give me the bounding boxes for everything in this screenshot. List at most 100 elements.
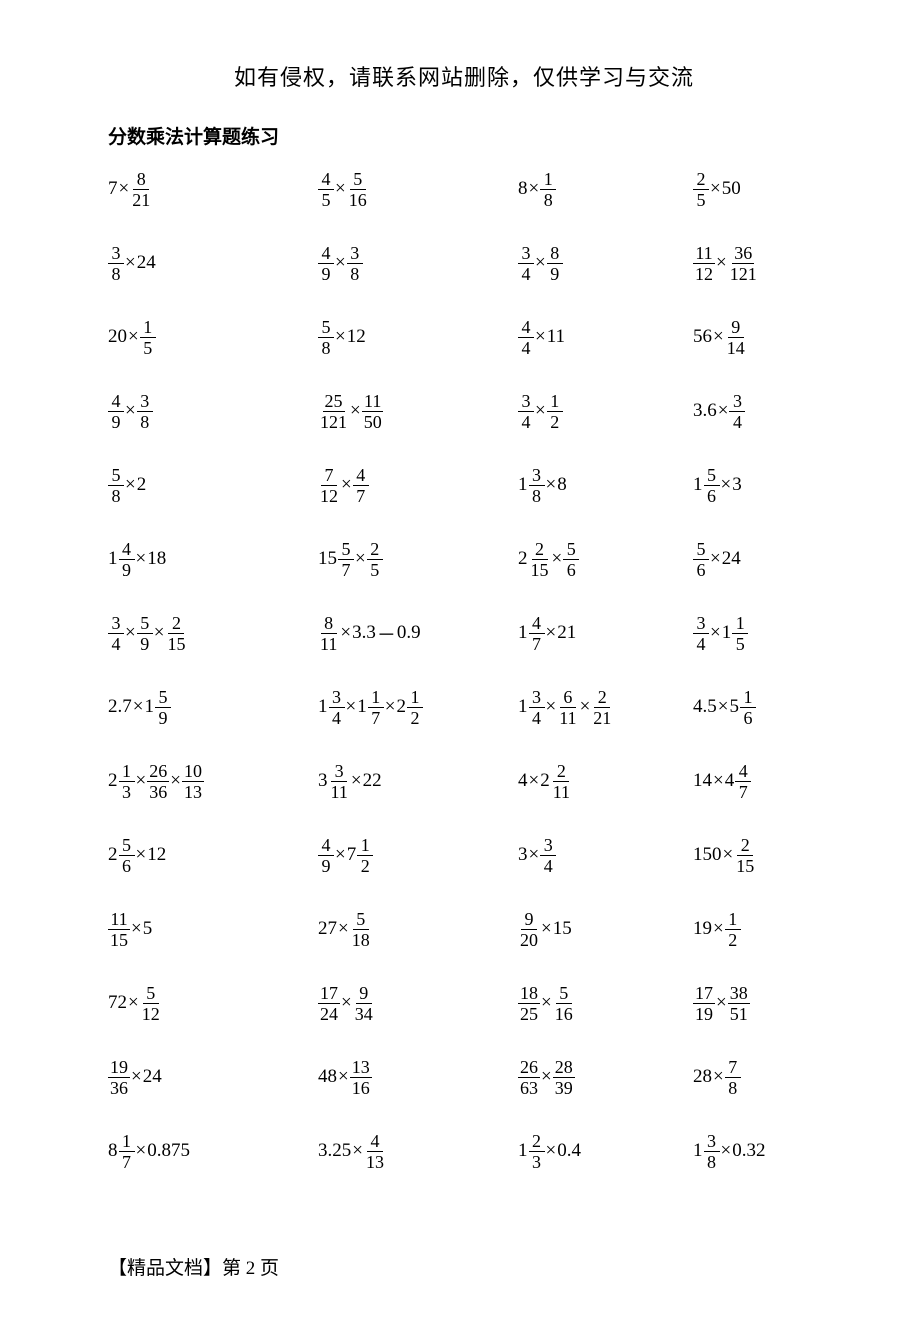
problem-cell: 147×21 xyxy=(508,611,693,655)
expression: 1724×934 xyxy=(318,984,375,1023)
problem-cell: 45×516 xyxy=(308,167,508,211)
expression: 19×12 xyxy=(693,910,741,949)
problem-cell: 2663×2839 xyxy=(508,1055,693,1099)
problem-grid: 7×821 45×516 8×18 25×50 38×24 49×38 34×89 1112×… xyxy=(108,167,820,1173)
problem-cell: 134×611×221 xyxy=(508,685,693,729)
problem-cell: 920×15 xyxy=(508,907,693,951)
problem-cell: 2.7×159 xyxy=(108,685,308,729)
header-note: 如有侵权，请联系网站删除，仅供学习与交流 xyxy=(108,60,820,92)
expression: 14×447 xyxy=(693,762,751,801)
problem-cell: 811×3.3－0.9 xyxy=(308,611,508,655)
problem-cell: 56×24 xyxy=(693,537,818,581)
expression: 25121×1150 xyxy=(318,392,384,431)
problem-cell: 58×12 xyxy=(308,315,508,359)
problem-cell: 1724×934 xyxy=(308,981,508,1025)
expression: 49×38 xyxy=(108,392,153,431)
problem-cell: 138×8 xyxy=(508,463,693,507)
problem-cell: 3.6×34 xyxy=(693,389,818,433)
expression: 25×50 xyxy=(693,170,741,209)
expression: 34×115 xyxy=(693,614,748,653)
problem-cell: 1825×516 xyxy=(508,981,693,1025)
expression: 3.25×413 xyxy=(318,1132,386,1171)
expression: 28×78 xyxy=(693,1058,741,1097)
problem-cell: 7×821 xyxy=(108,167,308,211)
expression: 27×518 xyxy=(318,910,372,949)
problem-cell: 38×24 xyxy=(108,241,308,285)
problem-cell: 1557×25 xyxy=(308,537,508,581)
expression: 4.5×516 xyxy=(693,688,756,727)
problem-cell: 44×11 xyxy=(508,315,693,359)
problem-cell: 49×38 xyxy=(308,241,508,285)
expression: 134×611×221 xyxy=(518,688,613,727)
problem-cell: 48×1316 xyxy=(308,1055,508,1099)
expression: 2663×2839 xyxy=(518,1058,575,1097)
problem-cell: 34×59×215 xyxy=(108,611,308,655)
problem-cell: 3×34 xyxy=(508,833,693,877)
page: 如有侵权，请联系网站删除，仅供学习与交流 分数乘法计算题练习 7×821 45×5… xyxy=(0,0,920,1320)
problem-cell: 3311×22 xyxy=(308,759,508,803)
problem-cell: 123× 0.4 xyxy=(508,1129,693,1173)
expression: 8×18 xyxy=(518,170,556,209)
expression: 123× 0.4 xyxy=(518,1132,581,1171)
problem-cell: 256×12 xyxy=(108,833,308,877)
expression: 20×15 xyxy=(108,318,156,357)
problem-cell: 49×38 xyxy=(108,389,308,433)
problem-cell: 8×18 xyxy=(508,167,693,211)
expression: 712×47 xyxy=(318,466,369,505)
expression: 34×89 xyxy=(518,244,563,283)
problem-cell: 34×89 xyxy=(508,241,693,285)
expression: 38×24 xyxy=(108,244,156,283)
problem-cell: 149×18 xyxy=(108,537,308,581)
expression: 49×712 xyxy=(318,836,373,875)
worksheet-title: 分数乘法计算题练习 xyxy=(108,122,820,149)
expression: 72×512 xyxy=(108,984,162,1023)
expression: 149×18 xyxy=(108,540,166,579)
problem-cell: 20×15 xyxy=(108,315,308,359)
expression: 817×0.875 xyxy=(108,1132,190,1171)
expression: 138×8 xyxy=(518,466,567,505)
problem-cell: 34×115 xyxy=(693,611,818,655)
expression: 2215×56 xyxy=(518,540,579,579)
problem-cell: 150×215 xyxy=(693,833,818,877)
expression: 920×15 xyxy=(518,910,572,949)
expression: 1936×24 xyxy=(108,1058,162,1097)
problem-cell: 25×50 xyxy=(693,167,818,211)
expression: 34×12 xyxy=(518,392,563,431)
problem-cell: 14×447 xyxy=(693,759,818,803)
problem-cell: 817×0.875 xyxy=(108,1129,308,1173)
expression: 150×215 xyxy=(693,836,756,875)
expression: 1825×516 xyxy=(518,984,575,1023)
expression: 56×914 xyxy=(693,318,747,357)
expression: 48×1316 xyxy=(318,1058,372,1097)
expression: 56×24 xyxy=(693,540,741,579)
problem-cell: 4×2211 xyxy=(508,759,693,803)
expression: 34×59×215 xyxy=(108,614,187,653)
problem-cell: 3.25×413 xyxy=(308,1129,508,1173)
expression: 1557×25 xyxy=(318,540,383,579)
expression: 1115×5 xyxy=(108,910,152,949)
expression: 4×2211 xyxy=(518,762,572,801)
problem-cell: 28×78 xyxy=(693,1055,818,1099)
problem-cell: 25121×1150 xyxy=(308,389,508,433)
expression: 58×12 xyxy=(318,318,366,357)
expression: 49×38 xyxy=(318,244,363,283)
problem-cell: 4.5×516 xyxy=(693,685,818,729)
problem-cell: 2215×56 xyxy=(508,537,693,581)
expression: 7×821 xyxy=(108,170,152,209)
expression: 3×34 xyxy=(518,836,556,875)
expression: 213×2636×1013 xyxy=(108,762,204,801)
problem-cell: 19×12 xyxy=(693,907,818,951)
expression: 147×21 xyxy=(518,614,576,653)
expression: 44×11 xyxy=(518,318,565,357)
problem-cell: 712×47 xyxy=(308,463,508,507)
expression: 3.6×34 xyxy=(693,392,745,431)
expression: 2.7×159 xyxy=(108,688,171,727)
expression: 1112×36121 xyxy=(693,244,759,283)
problem-cell: 1719×3851 xyxy=(693,981,818,1025)
problem-cell: 134×117×212 xyxy=(308,685,508,729)
problem-cell: 1112×36121 xyxy=(693,241,818,285)
problem-cell: 156×3 xyxy=(693,463,818,507)
expression: 811×3.3－0.9 xyxy=(318,614,421,653)
expression: 1719×3851 xyxy=(693,984,750,1023)
problem-cell: 1936×24 xyxy=(108,1055,308,1099)
